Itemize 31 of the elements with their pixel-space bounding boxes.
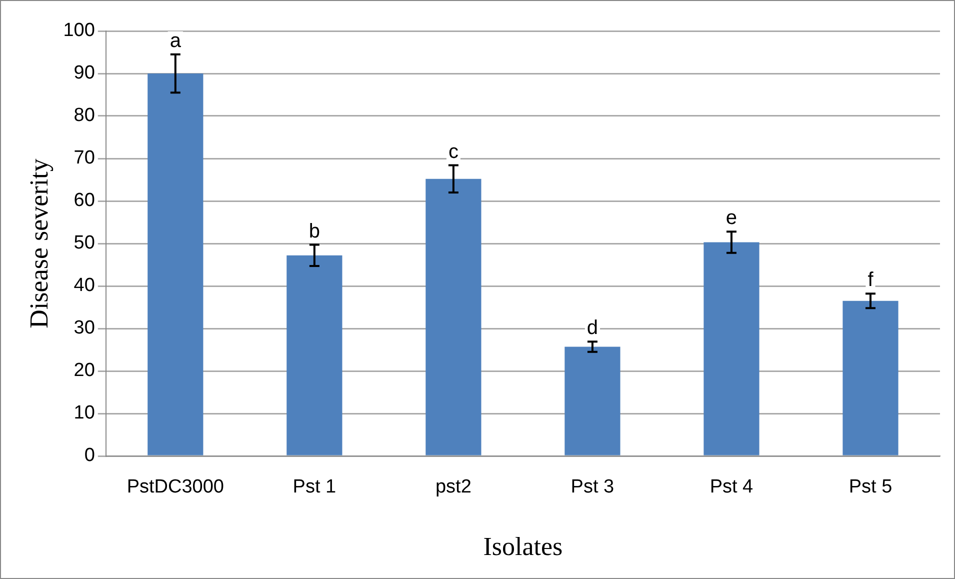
bar — [426, 178, 482, 456]
bar — [286, 255, 342, 456]
x-tick-label: Pst 5 — [848, 476, 892, 498]
y-tick-label: 60 — [74, 190, 95, 212]
bar — [148, 74, 204, 456]
y-tick-label: 70 — [74, 148, 95, 169]
y-tick-label: 100 — [63, 20, 95, 42]
y-tick-label: 80 — [74, 105, 95, 126]
x-axis-title: Isolates — [483, 532, 563, 562]
y-axis-title: Disease severity — [24, 158, 54, 328]
y-tick-label: 30 — [74, 318, 95, 339]
x-tick-label: Pst 4 — [710, 476, 754, 498]
y-tick-label: 20 — [74, 360, 95, 382]
y-tick-label: 0 — [84, 445, 95, 466]
annotation: b — [308, 220, 320, 242]
annotation: c — [448, 140, 458, 163]
bar — [704, 242, 760, 456]
annotation: d — [586, 317, 598, 340]
annotation: a — [170, 30, 182, 52]
x-tick-label: pst2 — [435, 476, 472, 498]
y-tick-label: 10 — [74, 402, 95, 424]
y-tick-label: 50 — [74, 232, 95, 254]
x-tick-label: Pst 3 — [570, 476, 614, 498]
y-tick-label: 90 — [74, 62, 95, 84]
bar — [842, 300, 898, 456]
x-tick-label: Pst 1 — [292, 476, 336, 498]
annotation: f — [868, 269, 874, 292]
bar — [564, 346, 620, 456]
annotation: e — [726, 207, 738, 230]
x-tick-label: PstDC3000 — [126, 476, 224, 498]
y-tick-label: 40 — [74, 275, 95, 296]
